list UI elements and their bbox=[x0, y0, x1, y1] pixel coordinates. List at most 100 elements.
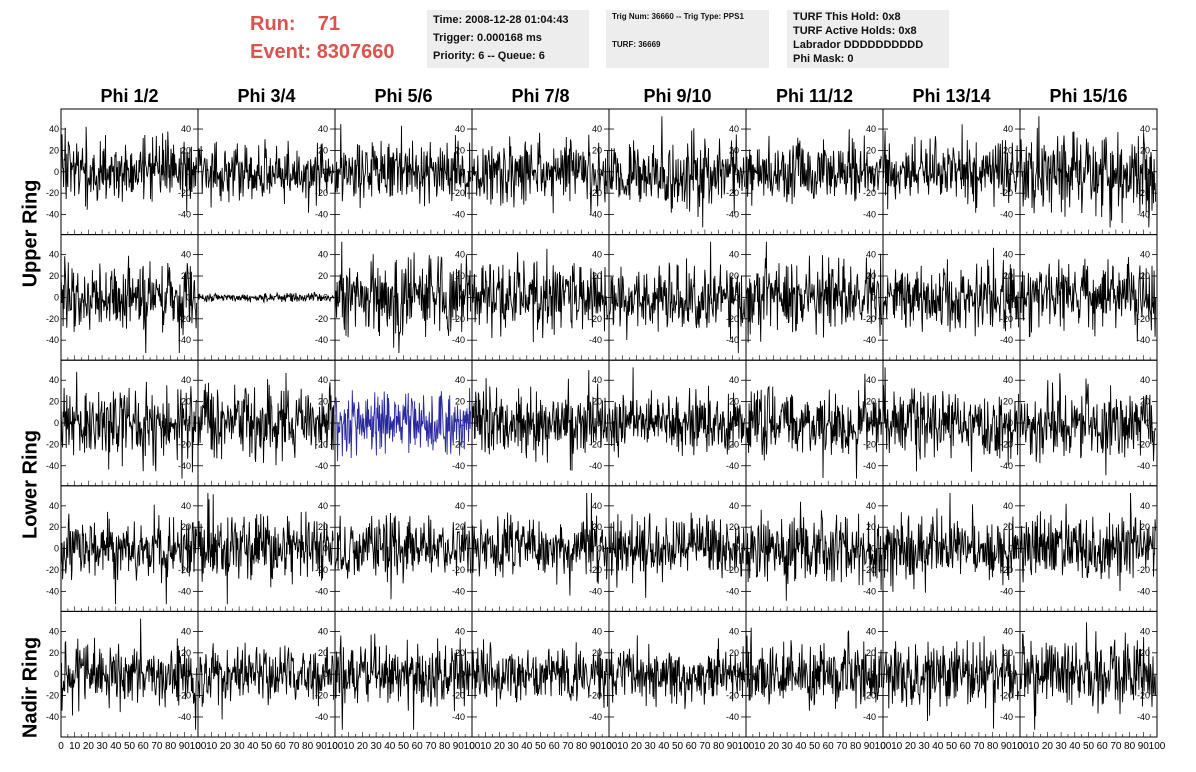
y-tick-label: 20 bbox=[1003, 145, 1013, 155]
y-tick-label: -20 bbox=[452, 565, 465, 575]
x-tick-label: 30 bbox=[1056, 741, 1068, 752]
y-tick-label: -40 bbox=[315, 586, 328, 596]
waveform-trace bbox=[1019, 622, 1157, 730]
run-row: Run: 71 bbox=[250, 10, 395, 38]
y-tick-label: -40 bbox=[1137, 461, 1150, 471]
y-tick-label: 0 bbox=[186, 167, 191, 177]
waveform-trace bbox=[745, 501, 883, 601]
y-tick-label: 0 bbox=[323, 669, 328, 679]
y-tick-label: -40 bbox=[452, 586, 465, 596]
y-tick-label: -40 bbox=[452, 461, 465, 471]
x-tick-label: 60 bbox=[686, 741, 698, 752]
y-tick-label: -40 bbox=[863, 335, 876, 345]
event-label: Event: bbox=[250, 41, 312, 63]
y-tick-label: 20 bbox=[1140, 397, 1150, 407]
x-tick-label: 50 bbox=[124, 741, 136, 752]
waveform-trace bbox=[882, 367, 1020, 472]
x-tick-label: 60 bbox=[138, 741, 150, 752]
y-tick-label: -20 bbox=[863, 439, 876, 449]
waveform-trace bbox=[334, 124, 472, 209]
y-tick-label: -20 bbox=[46, 691, 59, 701]
y-tick-label: -40 bbox=[46, 586, 59, 596]
waveform-trace bbox=[745, 241, 883, 343]
y-tick-label: 0 bbox=[54, 669, 59, 679]
y-tick-label: 40 bbox=[592, 501, 602, 511]
y-tick-label: -40 bbox=[1137, 210, 1150, 220]
y-tick-label: 20 bbox=[729, 648, 739, 658]
x-tick-label: 10 bbox=[1028, 741, 1040, 752]
y-tick-label: -20 bbox=[589, 691, 602, 701]
y-tick-label: 20 bbox=[729, 522, 739, 532]
labrador-text: Labrador DDDDDDDDDD bbox=[793, 39, 924, 51]
y-tick-label: -40 bbox=[178, 210, 191, 220]
y-tick-label: -40 bbox=[46, 210, 59, 220]
y-tick-label: -40 bbox=[178, 335, 191, 345]
time-text: Time: 2008-12-28 01:04:43 bbox=[433, 14, 569, 26]
run-event-box: Run: 71 Event: 8307660 bbox=[250, 10, 395, 66]
y-tick-label: 20 bbox=[318, 648, 328, 658]
waveform-trace bbox=[608, 116, 746, 228]
x-tick-label: 20 bbox=[494, 741, 506, 752]
x-tick-label: 20 bbox=[220, 741, 232, 752]
x-tick-label: 70 bbox=[973, 741, 985, 752]
y-tick-label: 20 bbox=[49, 397, 59, 407]
column-header-phi-11-12: Phi 11/12 bbox=[775, 86, 854, 106]
y-tick-label: -40 bbox=[589, 335, 602, 345]
x-tick-label: 40 bbox=[1069, 741, 1081, 752]
y-tick-label: -40 bbox=[315, 712, 328, 722]
y-tick-label: 40 bbox=[455, 124, 465, 134]
y-tick-label: 0 bbox=[1008, 544, 1013, 554]
y-tick-label: -20 bbox=[1137, 691, 1150, 701]
time-info-box: Time: 2008-12-28 01:04:43 Trigger: 0.000… bbox=[427, 10, 589, 68]
y-tick-label: -40 bbox=[178, 712, 191, 722]
x-tick-label: 70 bbox=[836, 741, 848, 752]
y-tick-label: 20 bbox=[318, 271, 328, 281]
x-tick-label: 50 bbox=[1083, 741, 1095, 752]
waveform-trace bbox=[60, 255, 198, 354]
y-tick-label: -20 bbox=[178, 314, 191, 324]
waveform-trace bbox=[608, 241, 746, 354]
y-tick-label: 20 bbox=[1003, 397, 1013, 407]
x-tick-label: 50 bbox=[672, 741, 684, 752]
y-tick-label: -40 bbox=[46, 712, 59, 722]
y-tick-label: -20 bbox=[1137, 188, 1150, 198]
y-tick-label: 40 bbox=[49, 250, 59, 260]
x-tick-label: 50 bbox=[398, 741, 410, 752]
x-tick-label: 90 bbox=[727, 741, 739, 752]
y-tick-label: 20 bbox=[49, 648, 59, 658]
waveform-trace bbox=[334, 633, 471, 730]
waveform-trace bbox=[745, 373, 883, 479]
y-tick-label: -40 bbox=[726, 586, 739, 596]
y-tick-label: -20 bbox=[726, 188, 739, 198]
y-tick-label: 20 bbox=[592, 648, 602, 658]
waveform-trace bbox=[1019, 116, 1157, 228]
waveform-trace bbox=[471, 370, 609, 471]
y-tick-label: 20 bbox=[592, 145, 602, 155]
y-tick-label: 40 bbox=[1140, 626, 1150, 636]
column-header-phi-7-8: Phi 7/8 bbox=[511, 86, 570, 106]
x-tick-label: 70 bbox=[699, 741, 711, 752]
x-tick-label: 10 bbox=[343, 741, 355, 752]
y-tick-label: -20 bbox=[1000, 188, 1013, 198]
y-tick-label: 40 bbox=[1003, 375, 1013, 385]
y-tick-label: 40 bbox=[455, 501, 465, 511]
waveform-trace bbox=[60, 371, 198, 479]
y-tick-label: 40 bbox=[866, 250, 876, 260]
y-tick-label: -20 bbox=[46, 314, 59, 324]
x-tick-label: 90 bbox=[1001, 741, 1013, 752]
trigger-text: Trigger: 0.000168 ms bbox=[433, 32, 542, 44]
x-tick-label: 30 bbox=[234, 741, 246, 752]
y-tick-label: -20 bbox=[178, 188, 191, 198]
y-tick-label: 40 bbox=[1140, 501, 1150, 511]
y-tick-label: 20 bbox=[729, 271, 739, 281]
x-tick-label: 90 bbox=[179, 741, 191, 752]
y-tick-label: 40 bbox=[729, 250, 739, 260]
y-tick-label: 40 bbox=[181, 626, 191, 636]
y-tick-label: -20 bbox=[589, 314, 602, 324]
waveform-trace bbox=[882, 124, 1020, 213]
y-tick-label: 20 bbox=[866, 145, 876, 155]
x-tick-label: 30 bbox=[782, 741, 794, 752]
turf-info-box: TURF This Hold: 0x8 TURF Active Holds: 0… bbox=[787, 10, 949, 68]
x-tick-label: 40 bbox=[521, 741, 533, 752]
y-tick-label: -40 bbox=[726, 335, 739, 345]
